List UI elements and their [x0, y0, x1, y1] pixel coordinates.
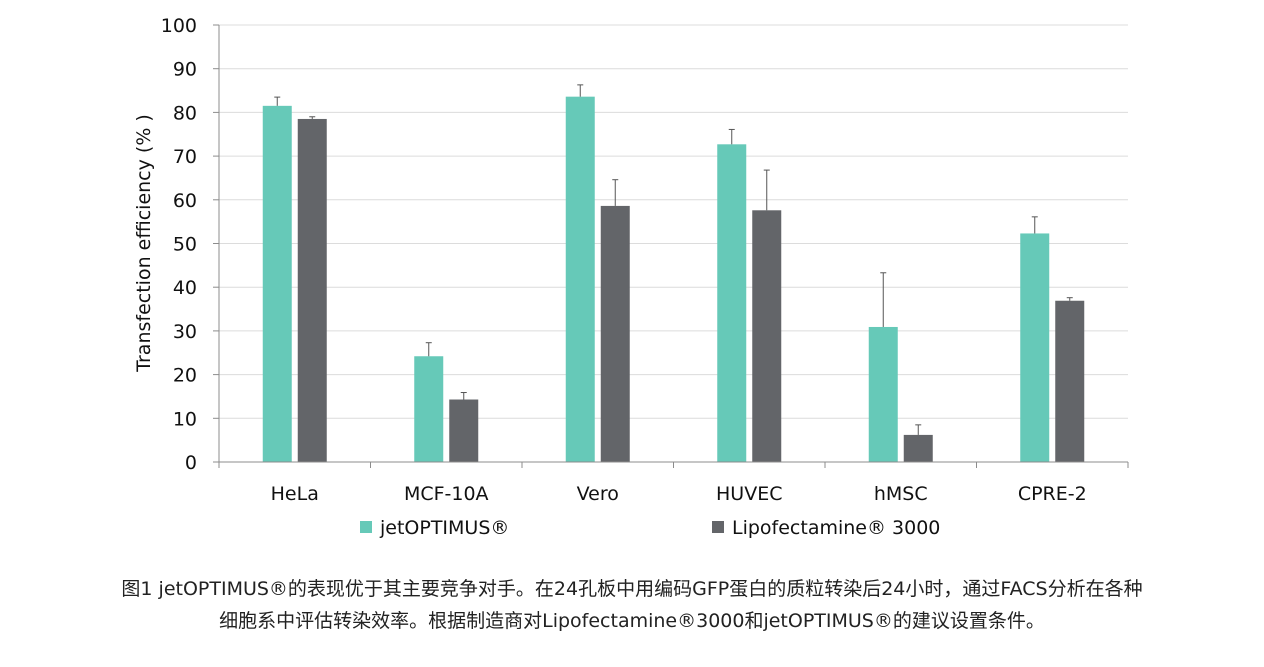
axes — [218, 25, 1128, 463]
bar-jetoptimus — [717, 144, 747, 462]
x-category-label: CPRE-2 — [1018, 483, 1087, 505]
x-category-label: HeLa — [271, 483, 319, 505]
y-tick-label: 50 — [173, 234, 197, 256]
caption-line-1: 图1 jetOPTIMUS®的表现优于其主要竞争对手。在24孔板中用编码GFP蛋… — [121, 578, 1143, 600]
bar-lipofectamine — [1055, 300, 1085, 462]
bar-lipofectamine — [903, 434, 933, 462]
y-tick-label: 60 — [173, 190, 197, 212]
bar-chart: 0 10 20 30 40 50 60 70 80 90 100 HeLa MCF-10A Vero HU… — [133, 15, 1129, 539]
bar-jetoptimus — [868, 326, 898, 462]
figure-caption: 图1 jetOPTIMUS®的表现优于其主要竞争对手。在24孔板中用编码GFP蛋… — [0, 573, 1264, 637]
bar-jetoptimus — [565, 96, 595, 462]
legend-swatch-jetoptimus — [360, 521, 372, 533]
y-tick-label: 90 — [173, 59, 197, 81]
caption-line-2: 细胞系中评估转染效率。根据制造商对Lipofectamine®3000和jetO… — [219, 610, 1045, 632]
legend-swatch-lipofectamine — [712, 521, 724, 533]
y-tick-label: 70 — [173, 146, 197, 168]
y-tick-label: 20 — [173, 365, 197, 387]
bar-lipofectamine — [297, 118, 327, 462]
bar-lipofectamine — [449, 399, 479, 462]
bar-lipofectamine — [600, 205, 630, 462]
x-category-label: Vero — [577, 483, 619, 505]
error-bars — [274, 84, 1073, 435]
bar-lipofectamine — [752, 210, 782, 462]
bar-jetoptimus — [414, 356, 444, 462]
bar-jetoptimus — [1020, 233, 1050, 462]
y-tick-labels: 0 10 20 30 40 50 60 70 80 90 100 — [161, 15, 197, 474]
y-tick-label: 10 — [173, 408, 197, 430]
bar-jetoptimus — [262, 105, 292, 462]
gridlines — [213, 24, 1129, 468]
y-tick-label: 40 — [173, 277, 197, 299]
legend-label-jetoptimus: jetOPTIMUS® — [379, 517, 509, 539]
y-tick-label: 30 — [173, 321, 197, 343]
y-tick-label: 80 — [173, 102, 197, 124]
legend: jetOPTIMUS® Lipofectamine® 3000 — [360, 517, 940, 539]
y-tick-label: 0 — [185, 452, 197, 474]
y-axis-title: Transfection efficiency (% ) — [133, 114, 155, 373]
x-category-label: MCF-10A — [404, 483, 489, 505]
legend-label-lipofectamine: Lipofectamine® 3000 — [732, 517, 940, 539]
bars — [262, 96, 1085, 462]
x-category-labels: HeLa MCF-10A Vero HUVEC hMSC CPRE-2 — [271, 483, 1087, 505]
x-category-label: HUVEC — [716, 483, 782, 505]
y-tick-label: 100 — [161, 15, 197, 37]
x-category-label: hMSC — [874, 483, 928, 505]
